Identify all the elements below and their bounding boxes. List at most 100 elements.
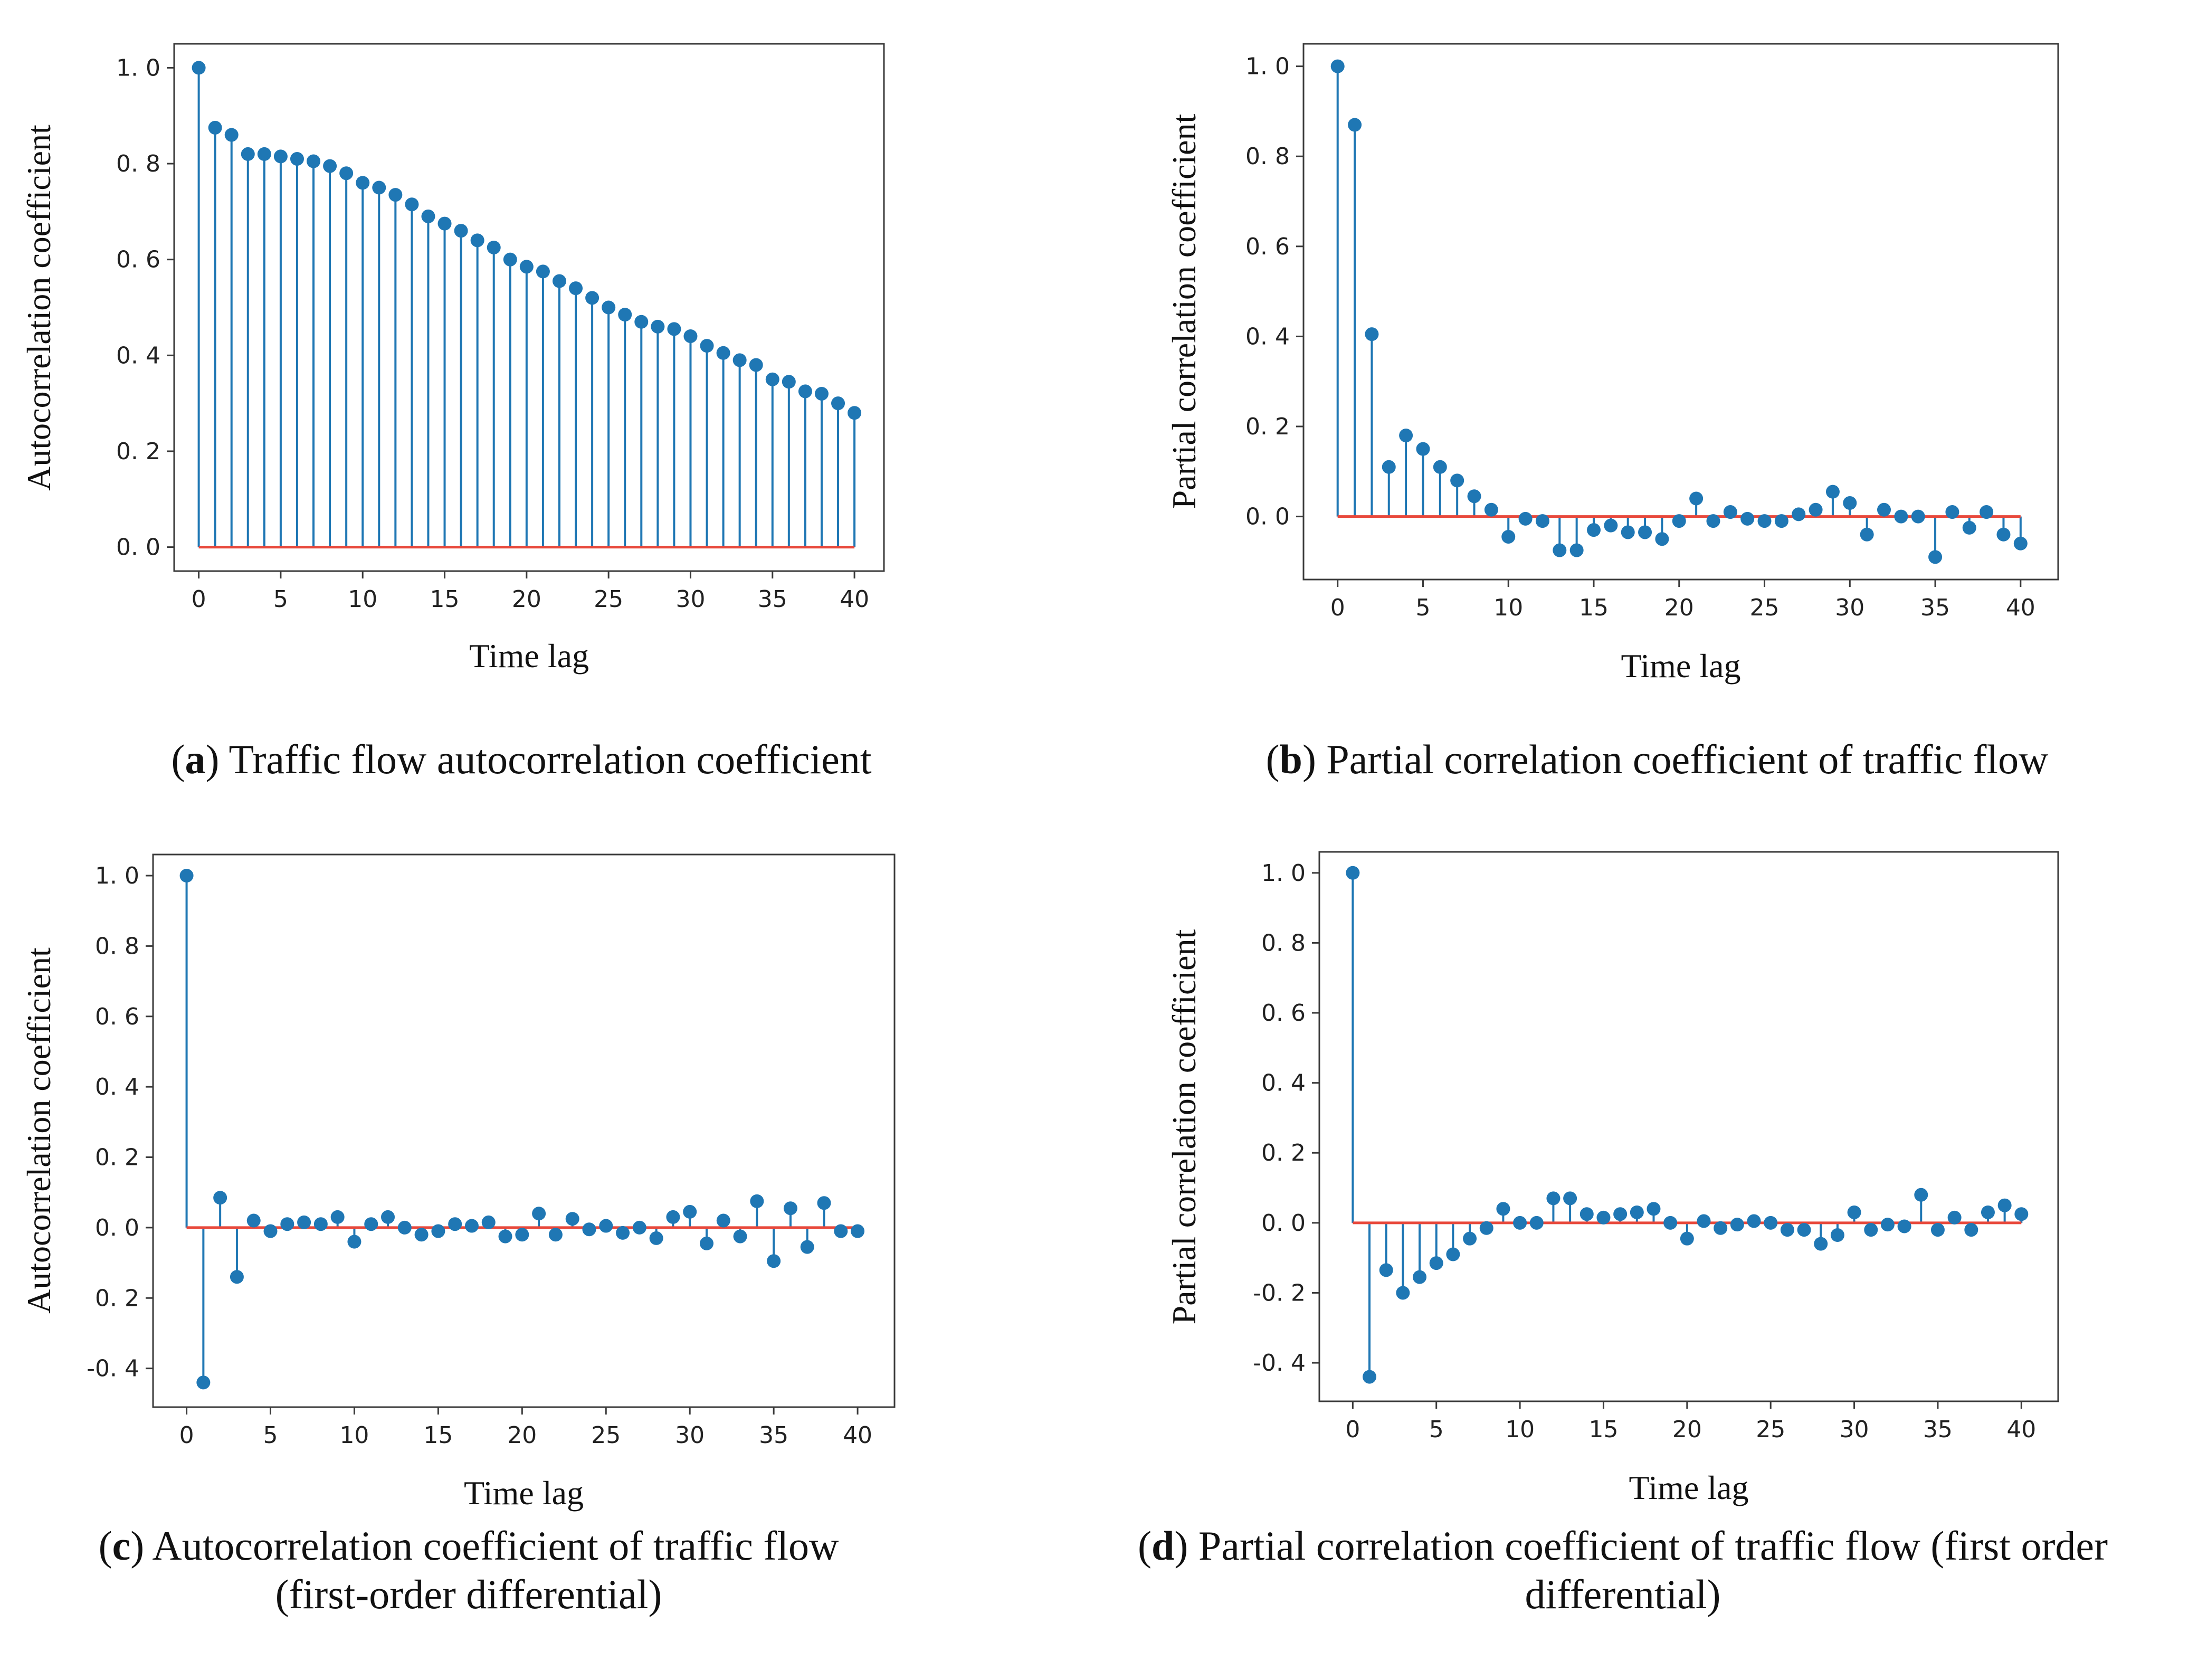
stem-marker <box>683 1204 697 1219</box>
stem-marker <box>313 1217 328 1231</box>
stem-marker <box>651 319 665 334</box>
x-tick-label: 25 <box>1750 594 1780 621</box>
stem-marker <box>1546 1191 1561 1206</box>
stem-marker <box>602 300 616 315</box>
stem-marker <box>2013 536 2028 550</box>
stem-marker <box>1747 1214 1761 1228</box>
stem-marker <box>1382 460 1396 474</box>
stem-marker <box>1416 442 1430 456</box>
stem-marker <box>817 1196 831 1210</box>
stem-marker <box>1809 502 1823 517</box>
stem-marker <box>699 1236 713 1250</box>
y-axis-title: Partial correlation coefficient <box>1165 929 1203 1324</box>
x-tick-label: 15 <box>1579 594 1609 621</box>
stem-marker <box>649 1231 663 1245</box>
x-tick-label: 15 <box>430 586 460 613</box>
stem-marker <box>1647 1202 1661 1216</box>
stem-marker <box>1877 502 1891 517</box>
stem-marker <box>732 353 747 367</box>
stem-marker <box>1740 511 1755 526</box>
x-axis-title: Time lag <box>469 637 589 675</box>
panel-caption: (b) Partial correlation coefficient of t… <box>1266 736 2049 782</box>
stem-marker <box>1897 1219 1911 1233</box>
stem-marker <box>388 188 403 202</box>
stem-marker <box>1396 1286 1410 1300</box>
x-tick-label: 5 <box>1415 594 1430 621</box>
panel-caption: (a) Traffic flow autocorrelation coeffic… <box>172 736 872 782</box>
stem-marker <box>464 1219 479 1233</box>
stem-marker <box>421 209 435 223</box>
stem-marker <box>800 1240 814 1254</box>
plot-frame <box>1318 851 2059 1402</box>
stem-marker <box>1825 485 1840 499</box>
stem-marker <box>1446 1247 1460 1261</box>
stem-marker <box>1964 1223 1978 1237</box>
stem-marker <box>448 1217 462 1231</box>
x-tick-label: 30 <box>675 1422 705 1449</box>
stem-marker <box>716 346 730 360</box>
stem-marker <box>683 329 698 343</box>
x-tick-label: 40 <box>840 586 869 613</box>
stem-marker <box>1638 525 1652 539</box>
stem-marker <box>257 147 271 161</box>
caption-open-paren: ( <box>1266 736 1280 782</box>
stem-marker <box>481 1215 496 1229</box>
y-tick-label: 0. 8 <box>95 933 139 960</box>
stem-marker <box>470 233 484 248</box>
y-tick-label: 0. 0 <box>95 1214 139 1241</box>
stem-marker <box>599 1219 613 1233</box>
x-tick-label: 40 <box>2006 594 2035 621</box>
stem-marker <box>1535 514 1549 528</box>
stem-marker <box>290 151 304 166</box>
stem-marker <box>569 281 583 296</box>
stem-marker <box>1706 514 1720 528</box>
y-tick-label: 1. 0 <box>95 862 139 889</box>
plot-frame <box>152 853 896 1408</box>
x-tick-label: 20 <box>1672 1416 1702 1443</box>
y-tick-label: 0. 4 <box>1245 323 1290 350</box>
stem-marker <box>814 386 829 401</box>
stem-marker <box>848 406 862 420</box>
stem-marker <box>1630 1205 1644 1219</box>
stem-marker <box>347 1235 361 1249</box>
panel-d: -0. 4 -0. 2 0. 0 0. 2 0. 4 0. 6 0. 8 1. 0 0 5 10 15… <box>1138 851 2108 1617</box>
stem-marker <box>431 1224 445 1238</box>
stem-marker <box>1604 518 1618 533</box>
stem-marker <box>297 1215 311 1229</box>
stem-marker <box>1830 1228 1844 1242</box>
stem-marker <box>1860 527 1874 542</box>
stem-marker <box>700 339 714 353</box>
caption-letter: b <box>1280 736 1302 782</box>
y-tick-label: 0. 8 <box>1261 929 1306 956</box>
stem-marker <box>397 1220 412 1235</box>
y-tick-label: 0. 6 <box>1261 1000 1306 1027</box>
y-axis-title: Autocorrelation coefficient <box>20 125 58 491</box>
stem-marker <box>1843 496 1857 510</box>
stem-marker <box>536 264 550 279</box>
caption-letter: a <box>185 736 205 782</box>
stem-marker <box>515 1228 529 1242</box>
y-tick-label: 0. 8 <box>1245 143 1290 170</box>
x-tick-label: 30 <box>675 586 705 613</box>
stem-marker <box>1962 520 1976 535</box>
stem-marker <box>330 1210 345 1224</box>
caption-text: ) Partial correlation coefficient of tra… <box>1302 736 2048 782</box>
stem-marker <box>1484 502 1498 517</box>
x-tick-label: 20 <box>512 586 541 613</box>
stem-marker <box>405 197 419 212</box>
stem-marker <box>733 1229 747 1244</box>
stem-marker <box>1847 1205 1861 1219</box>
stem-marker <box>618 308 632 322</box>
plot-frame <box>173 43 885 572</box>
stem-marker <box>1330 59 1345 73</box>
stem-marker <box>364 1217 378 1231</box>
stem-marker <box>381 1210 395 1224</box>
panel-c: -0. 4 0. 2 0. 0 0. 2 0. 4 0. 6 0. 8 1. 0 0 5 10 15 2… <box>20 853 896 1617</box>
stem-marker <box>1518 511 1533 526</box>
x-tick-label: 15 <box>423 1422 453 1449</box>
stem-marker <box>1553 543 1567 557</box>
stem-marker <box>1894 509 1908 524</box>
y-tick-label: 0. 2 <box>95 1285 139 1312</box>
y-tick-label: 0. 0 <box>116 534 160 561</box>
